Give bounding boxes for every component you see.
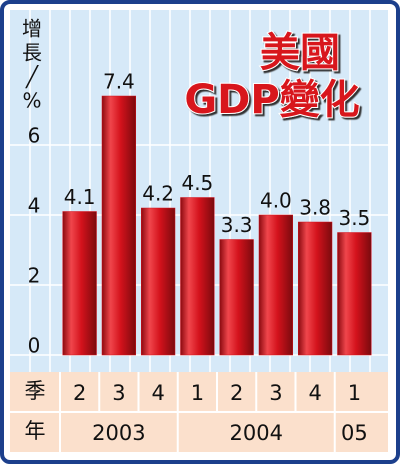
x-tick-label: 2: [230, 381, 243, 405]
value-label: 4.5: [181, 171, 213, 195]
y-tick-label: 2: [28, 264, 41, 288]
row-label: 年: [25, 419, 46, 443]
value-label: 4.1: [64, 185, 96, 209]
x-tick-label: 4: [308, 381, 321, 405]
x-tick-label: 3: [112, 381, 125, 405]
x-tick-label: 1: [348, 381, 361, 405]
value-label: 7.4: [103, 70, 135, 94]
y-axis-label: 長: [22, 41, 42, 65]
x-tick-label: 3: [269, 381, 282, 405]
bar: [258, 214, 294, 356]
x-tick-label: 2: [73, 381, 86, 405]
y-tick-label: 4: [28, 194, 41, 218]
value-label: 3.5: [338, 206, 370, 230]
y-axis-label: ╱: [25, 65, 39, 89]
x-tick-label: 1: [191, 381, 204, 405]
x-group-label: 2003: [92, 421, 145, 445]
bar: [219, 239, 254, 356]
value-label: 4.0: [260, 189, 292, 213]
x-group-label: 2004: [230, 421, 283, 445]
bar: [101, 95, 137, 356]
y-tick-label: 0: [28, 334, 41, 358]
bar: [337, 232, 372, 356]
y-axis-label: 增: [22, 17, 42, 41]
year-row: [10, 412, 388, 452]
y-axis-label: %: [22, 89, 41, 113]
chart-title: 美國: [260, 30, 340, 76]
value-label: 3.8: [299, 196, 331, 220]
value-label: 3.3: [221, 213, 253, 237]
x-group-label: 05: [341, 421, 368, 445]
value-label: 4.2: [142, 182, 174, 206]
x-tick-label: 4: [151, 381, 164, 405]
bar: [297, 221, 333, 356]
bar: [180, 197, 215, 356]
row-label: 季: [25, 379, 46, 403]
y-tick-label: 6: [28, 124, 41, 148]
quarter-row: [10, 372, 388, 412]
bar: [140, 207, 176, 356]
bar: [62, 211, 97, 356]
chart-title: GDP變化: [184, 77, 359, 123]
